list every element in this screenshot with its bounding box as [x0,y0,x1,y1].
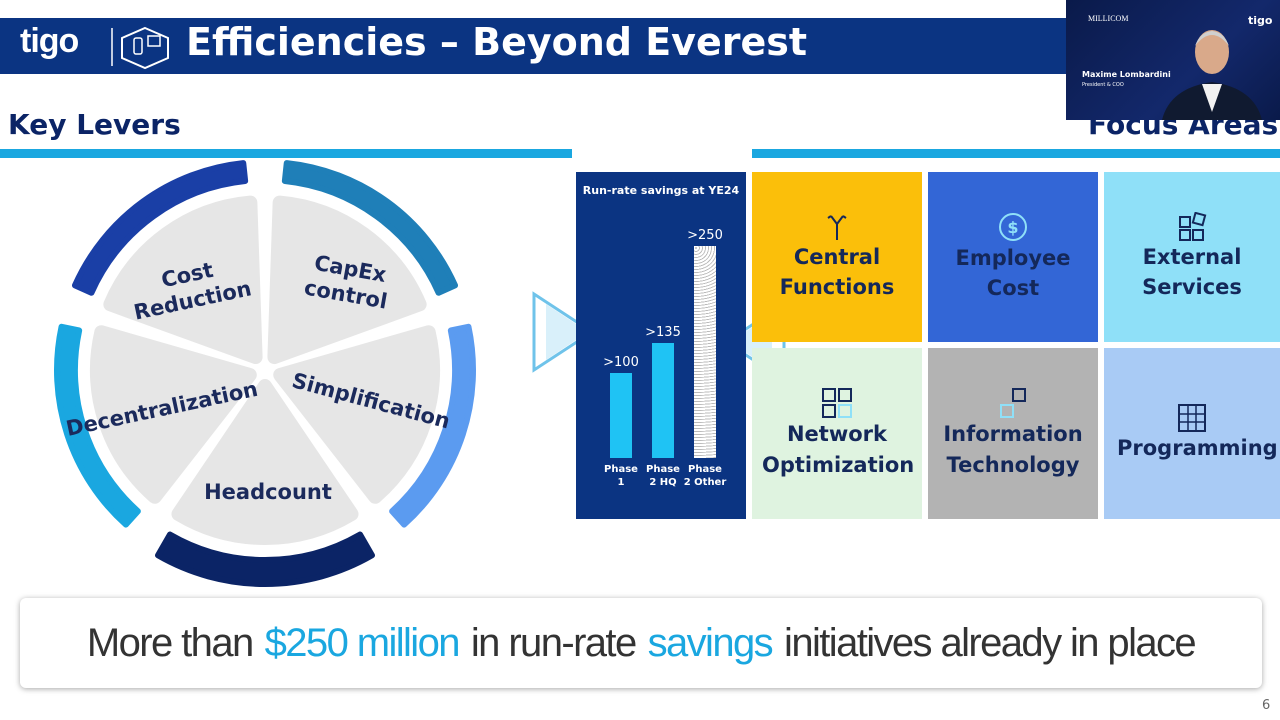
lever-arc [71,160,249,296]
svg-text:$: $ [1007,218,1018,237]
lever-wedge [273,325,440,504]
focus-label: Network Optimization [762,422,915,477]
icon [1179,211,1207,241]
icon [822,388,852,419]
video-brand: tigo [1248,14,1273,27]
video-inset: MILLICOM tigo Maxime Lombardini Presiden… [1066,0,1280,120]
category-label: Phase 2 Other [683,464,727,488]
levers-wheel [54,160,476,587]
page-number: 6 [1262,698,1271,713]
bar [610,373,632,458]
presenter-name: Maxime Lombardini [1082,70,1171,79]
lever-arc [389,323,476,528]
presenter-role: President & COO [1082,82,1124,88]
slide-title: Efficiencies – Beyond Everest [186,20,808,64]
banner-highlight: savings [647,620,774,665]
focus-tile: Network Optimization [752,348,922,519]
value-label: >250 [687,227,723,243]
lever-arc [281,160,459,296]
category-label: Phase 2 HQ [646,464,680,488]
video-logo: MILLICOM [1088,14,1129,23]
section-title: Key Levers [8,108,181,141]
icon [827,214,847,240]
savings-chart: Run-rate savings at YE24 >100 Phase 1 >135… [576,172,746,519]
section-rule [752,149,1280,158]
banner: More than $250 million in run-rate savin… [20,598,1262,688]
bar [652,343,674,458]
category-label: Phase 1 [604,464,638,488]
header-icon [111,26,169,70]
focus-tile: Programming [1104,348,1280,519]
lever-wedge [103,195,263,365]
value-label: >135 [645,325,681,341]
lever-wedge [90,325,257,504]
focus-label: External Services [1142,244,1242,299]
focus-tile: $ Employee Cost [928,172,1098,342]
banner-text: More than [86,620,254,665]
banner-text: in run-rate [470,620,637,665]
lever-wedge [267,195,427,365]
lever-arc [155,531,375,587]
focus-label: Employee Cost [955,245,1071,300]
focus-label: Central Functions [779,244,895,299]
logo: tigo [20,22,79,60]
chart-title: Run-rate savings at YE24 [582,184,740,197]
presenter [1162,30,1262,120]
focus-label: Programming [1117,436,1278,461]
banner-highlight: $250 million [264,620,461,665]
icon: $ [999,212,1027,241]
lever-label: Headcount [204,479,332,504]
banner-text: initiatives already in place [784,620,1197,665]
lever-wedge [171,379,359,545]
lever-arc [54,323,141,528]
icon [1000,388,1026,419]
focus-label: Information Technology [943,422,1083,477]
section-rule [0,149,572,158]
focus-tile: Central Functions [752,172,922,342]
bar [694,245,716,458]
focus-tile: Information Technology [928,348,1098,519]
icon [1178,404,1206,433]
value-label: >100 [603,355,639,370]
focus-tile: External Services [1104,172,1280,342]
